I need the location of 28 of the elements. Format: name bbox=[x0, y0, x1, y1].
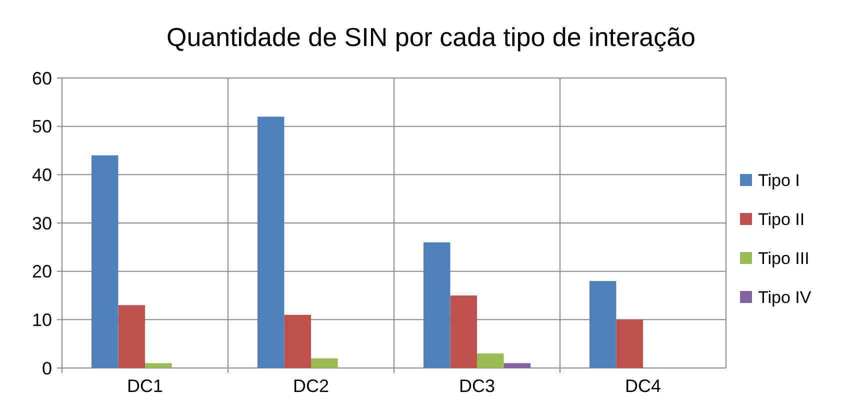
y-tick-label: 0 bbox=[42, 358, 52, 378]
bar bbox=[257, 116, 284, 368]
bar bbox=[284, 314, 311, 368]
y-tick-label: 50 bbox=[32, 116, 52, 137]
bar bbox=[423, 242, 450, 368]
bar bbox=[145, 363, 172, 368]
legend-label: Tipo II bbox=[758, 210, 805, 229]
legend-label: Tipo III bbox=[758, 248, 810, 268]
bar bbox=[616, 320, 643, 368]
y-tick-label: 30 bbox=[32, 213, 52, 234]
x-tick-label: DC3 bbox=[458, 376, 496, 396]
y-tick-label: 60 bbox=[32, 68, 52, 88]
y-tick-label: 40 bbox=[32, 164, 52, 185]
chart-title: Quantidade de SIN por cada tipo de interação bbox=[166, 22, 696, 52]
x-tick-label: DC4 bbox=[624, 376, 662, 396]
y-tick-label: 20 bbox=[32, 262, 52, 282]
x-tick-label: DC1 bbox=[126, 376, 164, 396]
legend-label: Tipo I bbox=[758, 170, 800, 190]
bar bbox=[504, 363, 531, 368]
x-tick-label: DC2 bbox=[292, 376, 330, 396]
bar bbox=[118, 305, 145, 368]
bar bbox=[311, 358, 338, 368]
bar bbox=[477, 354, 504, 368]
legend-label: Tipo IV bbox=[758, 288, 812, 307]
y-tick-label: 10 bbox=[32, 310, 52, 330]
bar bbox=[450, 296, 477, 368]
bar bbox=[91, 155, 118, 368]
bar bbox=[589, 281, 616, 368]
